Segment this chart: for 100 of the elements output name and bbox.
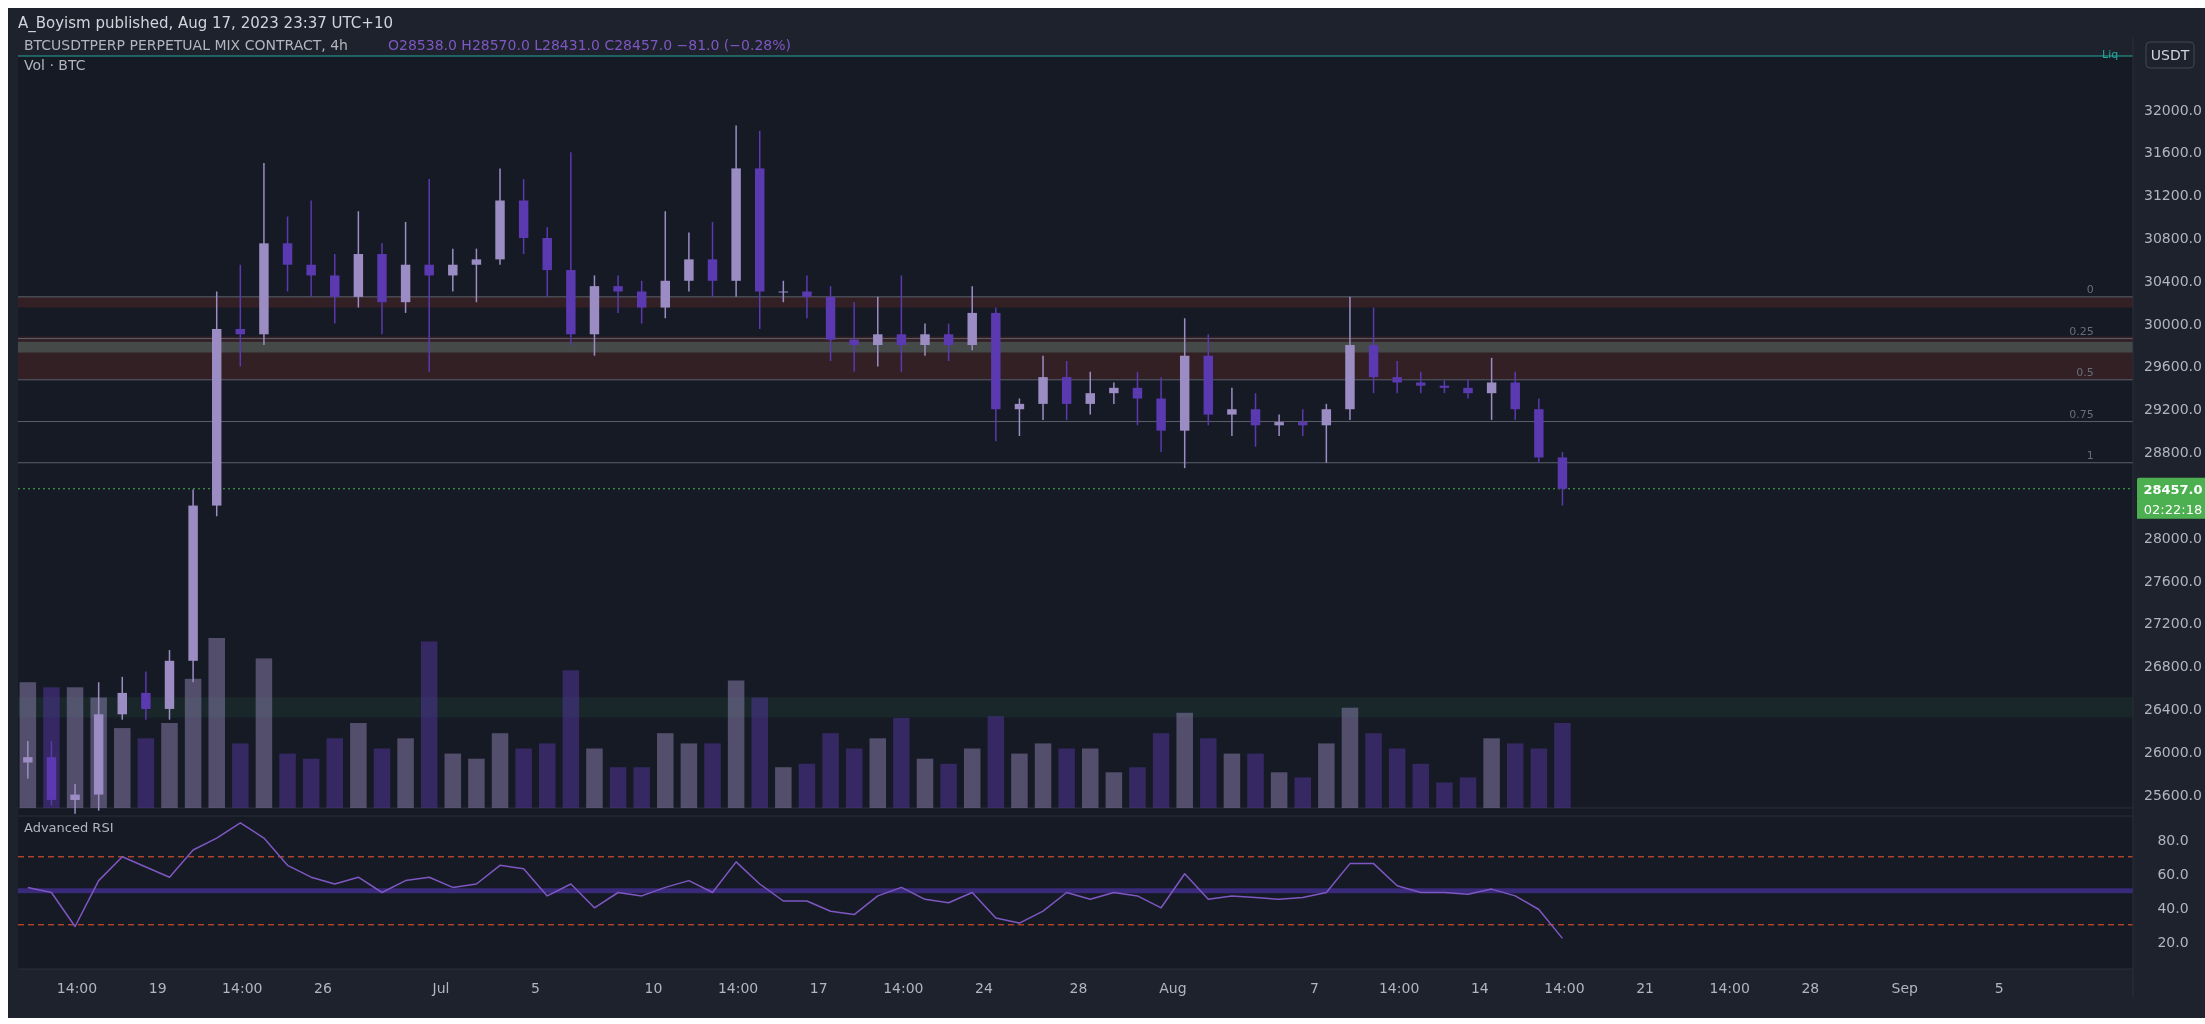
y-tick-label: 80.0 <box>2157 831 2189 848</box>
x-tick-label: 14 <box>1470 980 1489 996</box>
bar <box>208 638 225 808</box>
candlestick <box>141 670 151 721</box>
candlestick <box>448 247 458 293</box>
bar <box>1365 733 1382 808</box>
annotation: 0.75 <box>2069 407 2094 421</box>
bar <box>1081 748 1099 808</box>
candlestick <box>873 296 883 368</box>
chart-title: Vol · BTC <box>24 57 86 73</box>
y-tick-label: 29600.0 <box>2144 358 2202 375</box>
bar <box>1294 777 1312 808</box>
candlestick <box>471 247 482 303</box>
x-tick-label: 24 <box>975 980 994 996</box>
bar <box>468 758 485 808</box>
x-tick-label: 10 <box>644 980 663 996</box>
text: 02:22:18 <box>2143 501 2203 517</box>
candlestick <box>943 322 954 362</box>
bar <box>680 743 698 808</box>
candlestick <box>920 322 930 357</box>
bar <box>893 717 910 808</box>
bar <box>1318 743 1335 808</box>
bar <box>775 767 792 808</box>
bar <box>397 738 414 808</box>
bar <box>1436 782 1453 808</box>
x-tick-label: 14:00 <box>717 980 759 996</box>
candlestick <box>849 301 859 373</box>
bar <box>940 763 957 808</box>
candlestick <box>424 178 434 373</box>
bar <box>916 758 934 808</box>
bar <box>1129 767 1146 808</box>
bar <box>19 682 37 808</box>
bar <box>66 687 84 808</box>
candlestick <box>1085 371 1095 416</box>
bar <box>609 767 627 808</box>
candlestick <box>23 740 33 780</box>
x-tick-label: 28 <box>1801 980 1820 996</box>
y-tick-label: 40.0 <box>2157 899 2189 916</box>
bar <box>1483 738 1500 808</box>
x-tick-label: Aug <box>1159 980 1187 996</box>
bar <box>1388 748 1406 808</box>
bar <box>1247 753 1264 808</box>
candlestick <box>778 280 789 303</box>
annotation: 0.25 <box>2069 324 2094 338</box>
x-tick-label: 14:00 <box>222 980 263 996</box>
x-tick-label: 5 <box>530 980 540 996</box>
x-tick-label: 5 <box>1994 980 2004 996</box>
bar <box>1200 738 1217 808</box>
candlestick <box>802 274 812 319</box>
bar <box>279 753 296 808</box>
bar <box>562 670 580 808</box>
x-tick-label: 14:00 <box>1544 980 1585 996</box>
candlestick <box>306 199 316 298</box>
x-tick-label: 14:00 <box>1378 980 1420 996</box>
bar <box>751 697 768 808</box>
bar <box>869 738 887 808</box>
y-tick-label: 20.0 <box>2157 933 2189 950</box>
y-tick-label: 31200.0 <box>2144 187 2202 204</box>
x-tick-label: 28 <box>1069 980 1088 996</box>
candlestick <box>1392 360 1402 394</box>
bar <box>444 753 462 808</box>
bar <box>633 767 650 808</box>
x-tick-label: 14:00 <box>1709 980 1750 996</box>
chart-title: BTCUSDTPERP PERPETUAL MIX CONTRACT, 4h <box>24 37 348 53</box>
y-tick-label: 31600.0 <box>2144 144 2202 161</box>
bar <box>515 748 532 808</box>
x-tick-label: Sep <box>1891 980 1919 996</box>
annotation: 1 <box>2086 448 2094 462</box>
candlestick <box>1463 378 1473 400</box>
bar <box>1341 707 1359 808</box>
bar <box>1034 743 1052 808</box>
bar <box>302 758 320 808</box>
candlestick <box>282 215 293 293</box>
x-tick-label: 26 <box>314 980 332 996</box>
bar <box>1506 743 1524 808</box>
candlestick <box>1227 387 1237 437</box>
candlestick <box>1486 357 1497 421</box>
x-tick-label: 21 <box>1636 980 1654 996</box>
candlestick <box>117 676 127 721</box>
bar <box>255 658 273 808</box>
bar <box>657 733 674 808</box>
candlestick <box>1132 371 1143 427</box>
candlestick <box>330 253 340 325</box>
candlestick <box>1109 381 1119 405</box>
bar <box>420 641 438 808</box>
bar <box>1152 733 1170 808</box>
bar <box>845 748 863 808</box>
bar <box>1459 777 1477 808</box>
bar <box>373 748 391 808</box>
bar <box>114 728 131 808</box>
bar <box>1412 763 1430 808</box>
x-tick-label: 7 <box>1310 980 1320 996</box>
candlestick <box>1274 413 1284 437</box>
bar <box>727 680 745 808</box>
ref-line-label: 28457.0 <box>2143 481 2203 497</box>
x-tick-label: 14:00 <box>56 980 98 996</box>
candlestick <box>1298 408 1308 437</box>
y-tick-label: 26400.0 <box>2144 700 2202 717</box>
y-tick-label: 25600.0 <box>2144 786 2202 803</box>
y-tick-label: 28000.0 <box>2144 529 2202 546</box>
